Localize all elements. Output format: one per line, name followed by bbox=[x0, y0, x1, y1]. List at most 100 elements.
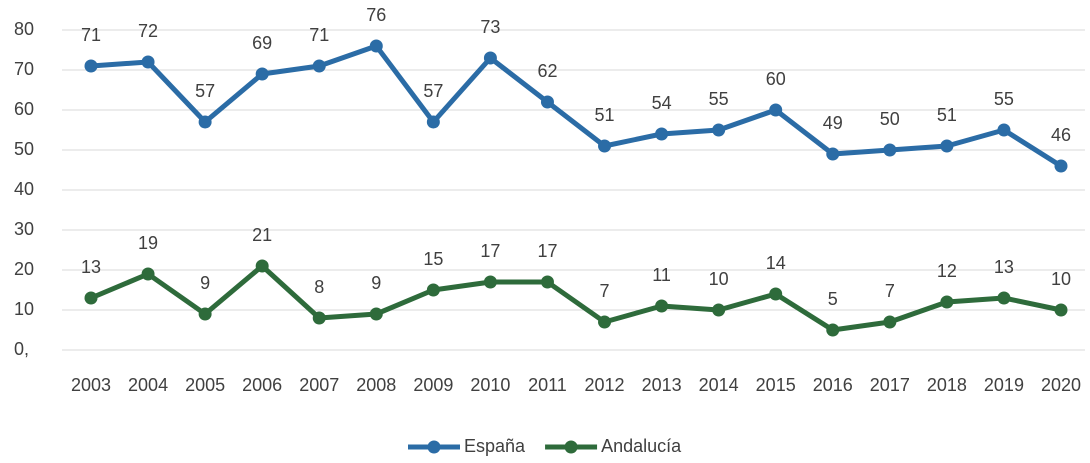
x-tick-label: 2006 bbox=[242, 375, 282, 395]
data-label: 73 bbox=[480, 17, 500, 37]
x-tick-label: 2018 bbox=[927, 375, 967, 395]
data-label: 57 bbox=[195, 81, 215, 101]
series-line bbox=[90, 43, 1063, 169]
data-label: 55 bbox=[994, 89, 1014, 109]
x-tick-label: 2017 bbox=[870, 375, 910, 395]
x-tick-label: 2012 bbox=[585, 375, 625, 395]
data-point bbox=[369, 39, 383, 53]
data-label: 54 bbox=[652, 93, 672, 113]
data-point bbox=[84, 291, 98, 305]
x-tick-label: 2014 bbox=[699, 375, 739, 395]
data-label: 9 bbox=[200, 273, 210, 293]
data-point bbox=[141, 55, 155, 69]
data-label: 62 bbox=[537, 61, 557, 81]
data-label: 19 bbox=[138, 233, 158, 253]
data-point bbox=[483, 51, 497, 65]
data-point bbox=[255, 259, 269, 273]
data-label: 13 bbox=[81, 257, 101, 277]
data-point bbox=[826, 323, 840, 337]
data-point bbox=[997, 123, 1011, 137]
x-tick-label: 2020 bbox=[1041, 375, 1081, 395]
y-tick-label: 40 bbox=[14, 179, 34, 199]
y-tick-label: 70 bbox=[14, 59, 34, 79]
y-tick-label: 80 bbox=[14, 19, 34, 39]
data-label: 17 bbox=[537, 241, 557, 261]
x-tick-label: 2003 bbox=[71, 375, 111, 395]
data-label: 50 bbox=[880, 109, 900, 129]
data-label: 12 bbox=[937, 261, 957, 281]
data-point bbox=[712, 303, 726, 317]
data-point bbox=[655, 127, 669, 141]
data-point bbox=[769, 103, 783, 117]
data-point bbox=[198, 307, 212, 321]
x-tick-label: 2010 bbox=[470, 375, 510, 395]
x-tick-label: 2005 bbox=[185, 375, 225, 395]
data-label: 69 bbox=[252, 33, 272, 53]
data-point bbox=[883, 315, 897, 329]
data-label: 5 bbox=[828, 289, 838, 309]
data-point bbox=[598, 315, 612, 329]
x-tick-label: 2016 bbox=[813, 375, 853, 395]
data-point bbox=[712, 123, 726, 137]
y-tick-label: 60 bbox=[14, 99, 34, 119]
data-point bbox=[940, 295, 954, 309]
data-point bbox=[540, 95, 554, 109]
legend-label: Andalucía bbox=[601, 436, 682, 456]
data-label: 17 bbox=[480, 241, 500, 261]
y-tick-label: 20 bbox=[14, 259, 34, 279]
data-point bbox=[141, 267, 155, 281]
data-label: 14 bbox=[766, 253, 786, 273]
data-label: 72 bbox=[138, 21, 158, 41]
x-tick-label: 2009 bbox=[413, 375, 453, 395]
series-line bbox=[90, 263, 1062, 333]
x-tick-label: 2013 bbox=[642, 375, 682, 395]
data-point bbox=[369, 307, 383, 321]
data-label: 51 bbox=[937, 105, 957, 125]
data-label: 8 bbox=[314, 277, 324, 297]
legend-marker bbox=[427, 440, 441, 454]
data-point bbox=[483, 275, 497, 289]
data-point bbox=[255, 67, 269, 81]
data-point bbox=[883, 143, 897, 157]
data-point bbox=[312, 311, 326, 325]
data-point bbox=[997, 291, 1011, 305]
data-point bbox=[769, 287, 783, 301]
data-label: 13 bbox=[994, 257, 1014, 277]
data-label: 9 bbox=[371, 273, 381, 293]
data-label: 55 bbox=[709, 89, 729, 109]
data-point bbox=[598, 139, 612, 153]
data-label: 49 bbox=[823, 113, 843, 133]
x-tick-label: 2007 bbox=[299, 375, 339, 395]
data-label: 60 bbox=[766, 69, 786, 89]
x-tick-label: 2019 bbox=[984, 375, 1024, 395]
y-tick-label: 30 bbox=[14, 219, 34, 239]
x-tick-label: 2015 bbox=[756, 375, 796, 395]
x-tick-label: 2004 bbox=[128, 375, 168, 395]
x-tick-label: 2011 bbox=[528, 375, 567, 395]
data-label: 71 bbox=[309, 25, 329, 45]
data-point bbox=[426, 283, 440, 297]
x-tick-label: 2008 bbox=[356, 375, 396, 395]
data-label: 51 bbox=[595, 105, 615, 125]
y-tick-label: 10 bbox=[14, 299, 34, 319]
data-point bbox=[426, 115, 440, 129]
data-point bbox=[84, 59, 98, 73]
data-point bbox=[655, 299, 669, 313]
data-point bbox=[1054, 303, 1068, 317]
y-tick-label: 50 bbox=[14, 139, 34, 159]
data-label: 7 bbox=[600, 281, 610, 301]
legend-label: España bbox=[464, 436, 526, 456]
data-label: 21 bbox=[252, 225, 272, 245]
legend-marker bbox=[564, 440, 578, 454]
data-label: 10 bbox=[709, 269, 729, 289]
data-label: 15 bbox=[423, 249, 443, 269]
data-label: 10 bbox=[1051, 269, 1071, 289]
data-point bbox=[940, 139, 954, 153]
data-label: 71 bbox=[81, 25, 101, 45]
data-point bbox=[198, 115, 212, 129]
data-point bbox=[312, 59, 326, 73]
data-label: 11 bbox=[652, 265, 671, 285]
data-label: 57 bbox=[423, 81, 443, 101]
data-label: 76 bbox=[366, 5, 386, 25]
